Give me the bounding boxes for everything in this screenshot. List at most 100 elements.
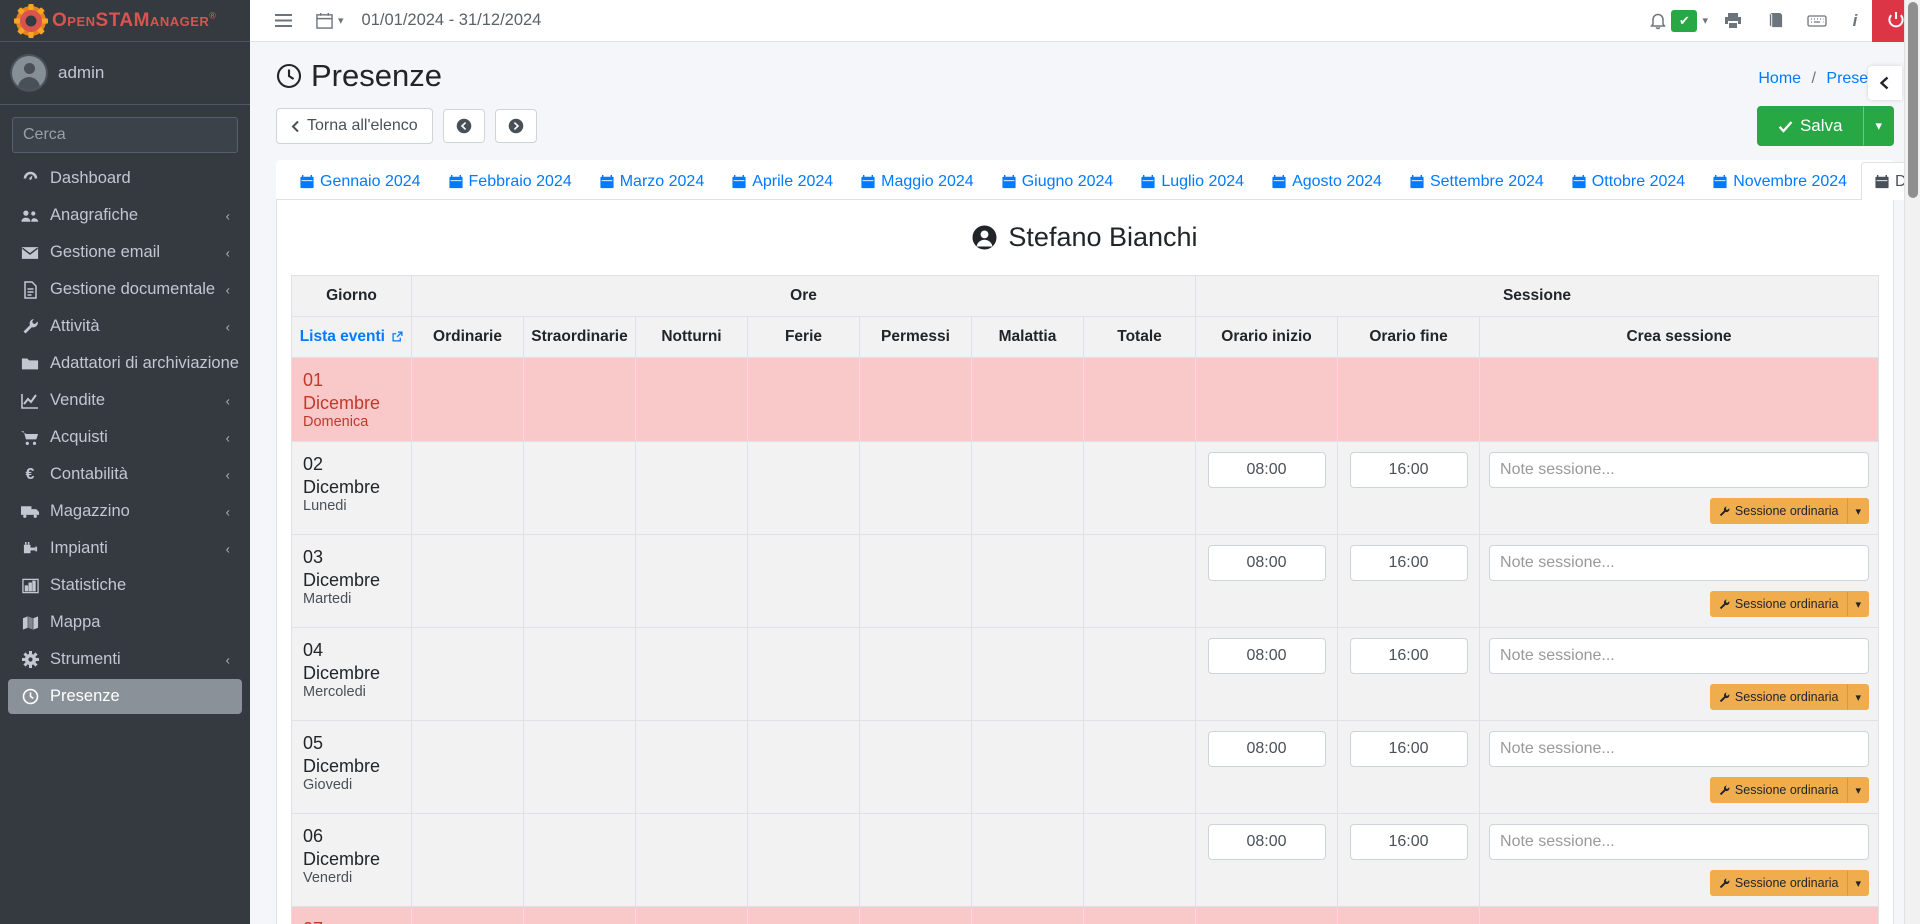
page-scrollbar[interactable] [1904, 0, 1920, 924]
tab-ottobre-2024[interactable]: Ottobre 2024 [1558, 162, 1699, 200]
cell-ferie[interactable] [747, 813, 860, 907]
tab-agosto-2024[interactable]: Agosto 2024 [1258, 162, 1396, 200]
note-sessione-input[interactable] [1489, 638, 1869, 674]
date-range-label[interactable]: 01/01/2024 - 31/12/2024 [361, 11, 542, 29]
orario-fine-input[interactable] [1349, 824, 1468, 860]
save-button[interactable]: Salva [1756, 106, 1864, 146]
sessione-ordinaria-button[interactable]: Sessione ordinaria [1709, 684, 1848, 710]
cell-permessi[interactable] [859, 357, 972, 442]
cell-notturni[interactable] [635, 627, 748, 721]
tab-aprile-2024[interactable]: Aprile 2024 [718, 162, 847, 200]
orario-inizio-input[interactable] [1207, 731, 1326, 767]
orario-fine-input[interactable] [1349, 545, 1468, 581]
cell-permessi[interactable] [859, 720, 972, 814]
sidebar-item-attivita[interactable]: Attività ‹ [8, 309, 242, 344]
sidebar-item-acquisti[interactable]: Acquisti ‹ [8, 420, 242, 455]
cell-ordinarie[interactable] [411, 441, 524, 535]
tab-settembre-2024[interactable]: Settembre 2024 [1396, 162, 1558, 200]
tab-luglio-2024[interactable]: Luglio 2024 [1127, 162, 1258, 200]
sessione-dropdown-toggle[interactable]: ▾ [1847, 591, 1869, 617]
cell-ferie[interactable] [747, 357, 860, 442]
sidebar-item-magazzino[interactable]: Magazzino ‹ [8, 494, 242, 529]
sidebar-item-gestione-email[interactable]: Gestione email ‹ [8, 235, 242, 270]
note-sessione-input[interactable] [1489, 824, 1869, 860]
cell-permessi[interactable] [859, 906, 972, 924]
tab-giugno-2024[interactable]: Giugno 2024 [988, 162, 1128, 200]
cell-notturni[interactable] [635, 357, 748, 442]
cell-ferie[interactable] [747, 534, 860, 628]
cell-straordinarie[interactable] [523, 441, 636, 535]
cell-straordinarie[interactable] [523, 720, 636, 814]
previous-record-button[interactable] [442, 109, 485, 143]
cell-malattia[interactable] [971, 627, 1084, 721]
orario-inizio-input[interactable] [1207, 638, 1326, 674]
hamburger-icon[interactable] [264, 0, 302, 42]
brand-logo-area[interactable]: OpenSTAManager® [0, 0, 250, 42]
lista-eventi-link[interactable]: Lista eventi [300, 328, 404, 345]
tab-maggio-2024[interactable]: Maggio 2024 [847, 162, 988, 200]
cell-ordinarie[interactable] [411, 357, 524, 442]
tab-gennaio-2024[interactable]: Gennaio 2024 [286, 162, 435, 200]
tab-febbraio-2024[interactable]: Febbraio 2024 [435, 162, 586, 200]
cell-notturni[interactable] [635, 813, 748, 907]
sidebar-item-vendite[interactable]: Vendite ‹ [8, 383, 242, 418]
cell-ferie[interactable] [747, 627, 860, 721]
note-sessione-input[interactable] [1489, 731, 1869, 767]
orario-fine-input[interactable] [1349, 731, 1468, 767]
th-lista-eventi[interactable]: Lista eventi [291, 316, 412, 358]
book-icon[interactable] [1754, 0, 1796, 42]
cell-straordinarie[interactable] [523, 906, 636, 924]
sidebar-item-adattatori-archiviazione[interactable]: Adattatori di archiviazione [8, 346, 242, 381]
back-to-list-button[interactable]: Torna all'elenco [276, 108, 433, 144]
cell-malattia[interactable] [971, 441, 1084, 535]
cell-permessi[interactable] [859, 627, 972, 721]
cell-ordinarie[interactable] [411, 627, 524, 721]
save-dropdown-toggle[interactable]: ▾ [1863, 106, 1894, 146]
cell-malattia[interactable] [971, 906, 1084, 924]
cell-notturni[interactable] [635, 720, 748, 814]
cell-malattia[interactable] [971, 534, 1084, 628]
sessione-dropdown-toggle[interactable]: ▾ [1847, 777, 1869, 803]
next-record-button[interactable] [494, 109, 537, 143]
sessione-ordinaria-button[interactable]: Sessione ordinaria [1709, 777, 1848, 803]
sessione-ordinaria-button[interactable]: Sessione ordinaria [1709, 591, 1848, 617]
sidebar-item-statistiche[interactable]: Statistiche [8, 568, 242, 603]
cell-malattia[interactable] [971, 720, 1084, 814]
cell-ferie[interactable] [747, 906, 860, 924]
keyboard-icon[interactable] [1796, 0, 1838, 42]
cell-ferie[interactable] [747, 720, 860, 814]
orario-fine-input[interactable] [1349, 452, 1468, 488]
sidebar-item-presenze[interactable]: Presenze [8, 679, 242, 714]
cell-malattia[interactable] [971, 357, 1084, 442]
tab-novembre-2024[interactable]: Novembre 2024 [1699, 162, 1861, 200]
cell-notturni[interactable] [635, 441, 748, 535]
user-panel[interactable]: admin [0, 42, 250, 105]
orario-inizio-input[interactable] [1207, 824, 1326, 860]
printer-icon[interactable] [1712, 0, 1754, 42]
sessione-ordinaria-button[interactable]: Sessione ordinaria [1709, 498, 1848, 524]
cell-permessi[interactable] [859, 441, 972, 535]
scrollbar-thumb[interactable] [1908, 2, 1918, 198]
orario-inizio-input[interactable] [1207, 452, 1326, 488]
cell-notturni[interactable] [635, 534, 748, 628]
breadcrumb-home[interactable]: Home [1758, 70, 1802, 87]
cell-straordinarie[interactable] [523, 534, 636, 628]
bell-icon[interactable] [1643, 0, 1673, 42]
cell-ordinarie[interactable] [411, 720, 524, 814]
orario-fine-input[interactable] [1349, 638, 1468, 674]
status-check-dropdown[interactable]: ✔ ▾ [1671, 0, 1712, 42]
search-input[interactable] [13, 118, 237, 152]
note-sessione-input[interactable] [1489, 452, 1869, 488]
orario-inizio-input[interactable] [1207, 545, 1326, 581]
sidebar-item-impianti[interactable]: Impianti ‹ [8, 531, 242, 566]
sidebar-item-contabilita[interactable]: € Contabilità ‹ [8, 457, 242, 492]
note-sessione-input[interactable] [1489, 545, 1869, 581]
cell-ordinarie[interactable] [411, 534, 524, 628]
cell-straordinarie[interactable] [523, 627, 636, 721]
cell-straordinarie[interactable] [523, 357, 636, 442]
sidebar-search[interactable] [12, 117, 238, 153]
sidebar-item-dashboard[interactable]: Dashboard [8, 161, 242, 196]
tab-marzo-2024[interactable]: Marzo 2024 [586, 162, 719, 200]
calendar-dropdown[interactable]: ▾ [302, 0, 348, 42]
cell-permessi[interactable] [859, 813, 972, 907]
